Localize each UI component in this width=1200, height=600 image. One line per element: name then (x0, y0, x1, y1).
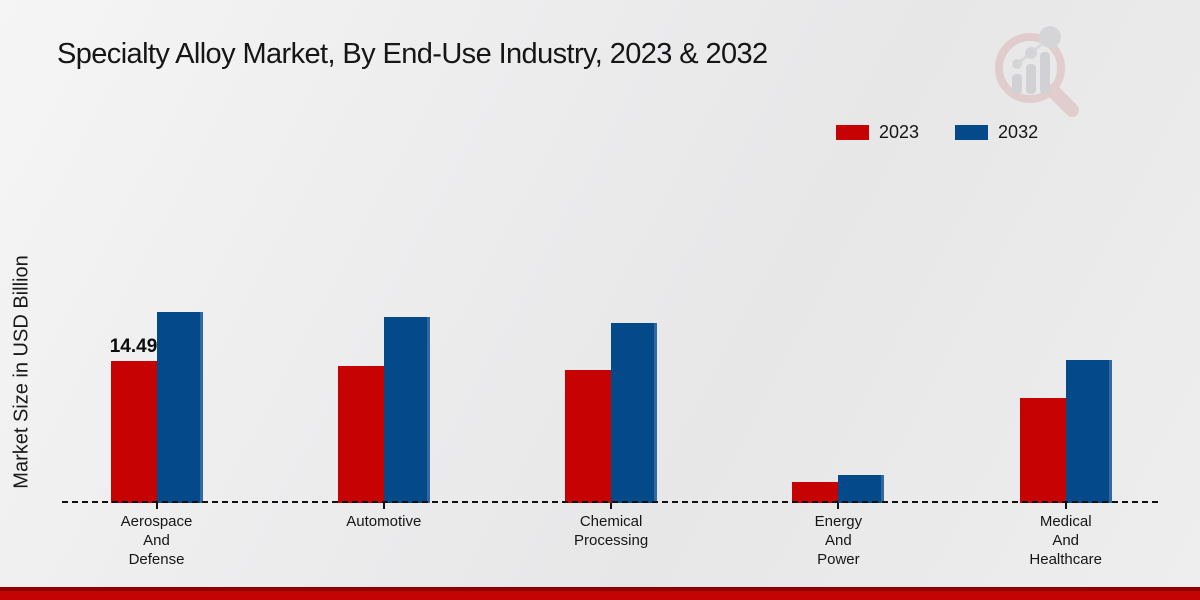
category-label-medical: Medical And Healthcare (1029, 513, 1102, 568)
bar-2023-chemical (565, 370, 612, 503)
bar-2023-energy (792, 482, 839, 503)
bar-2032-aerospace (156, 311, 203, 503)
bar-2023-medical (1019, 398, 1066, 503)
x-axis-tick (837, 503, 840, 509)
bar-2032-energy (838, 474, 885, 503)
bar-2032-automotive (383, 317, 430, 503)
footer-accent-bar (0, 587, 1200, 600)
category-label-energy: Energy And Power (814, 513, 863, 568)
bar-value-label: 14.49 (109, 336, 158, 358)
chart-title: Specialty Alloy Market, By End-Use Indus… (57, 38, 768, 70)
legend-item-2032: 2032 (955, 122, 1038, 143)
legend-item-2023: 2023 (836, 122, 919, 143)
x-axis-baseline (62, 501, 1158, 503)
x-axis-tick (1064, 503, 1067, 509)
x-axis-tick (382, 503, 385, 509)
legend-swatch-2023 (836, 125, 869, 140)
category-label-aerospace: Aerospace And Defense (120, 513, 193, 568)
category-label-automotive: Automotive (346, 513, 422, 530)
x-axis-tick (610, 503, 613, 509)
category-label-chemical: Chemical Processing (573, 513, 649, 549)
legend-label-2032: 2032 (998, 122, 1039, 142)
bar-2032-chemical (611, 323, 658, 503)
y-axis-label: Market Size in USD Billion (10, 255, 33, 489)
bar-chart-magnifier-logo (995, 26, 1079, 117)
legend-label-2023: 2023 (879, 122, 920, 142)
bar-2032-medical (1065, 360, 1112, 503)
bar-2023-aerospace (110, 361, 157, 503)
x-axis-tick (155, 503, 158, 509)
legend: 2023 2032 (836, 122, 1038, 143)
legend-swatch-2032 (955, 125, 989, 140)
bar-2023-automotive (337, 366, 384, 503)
